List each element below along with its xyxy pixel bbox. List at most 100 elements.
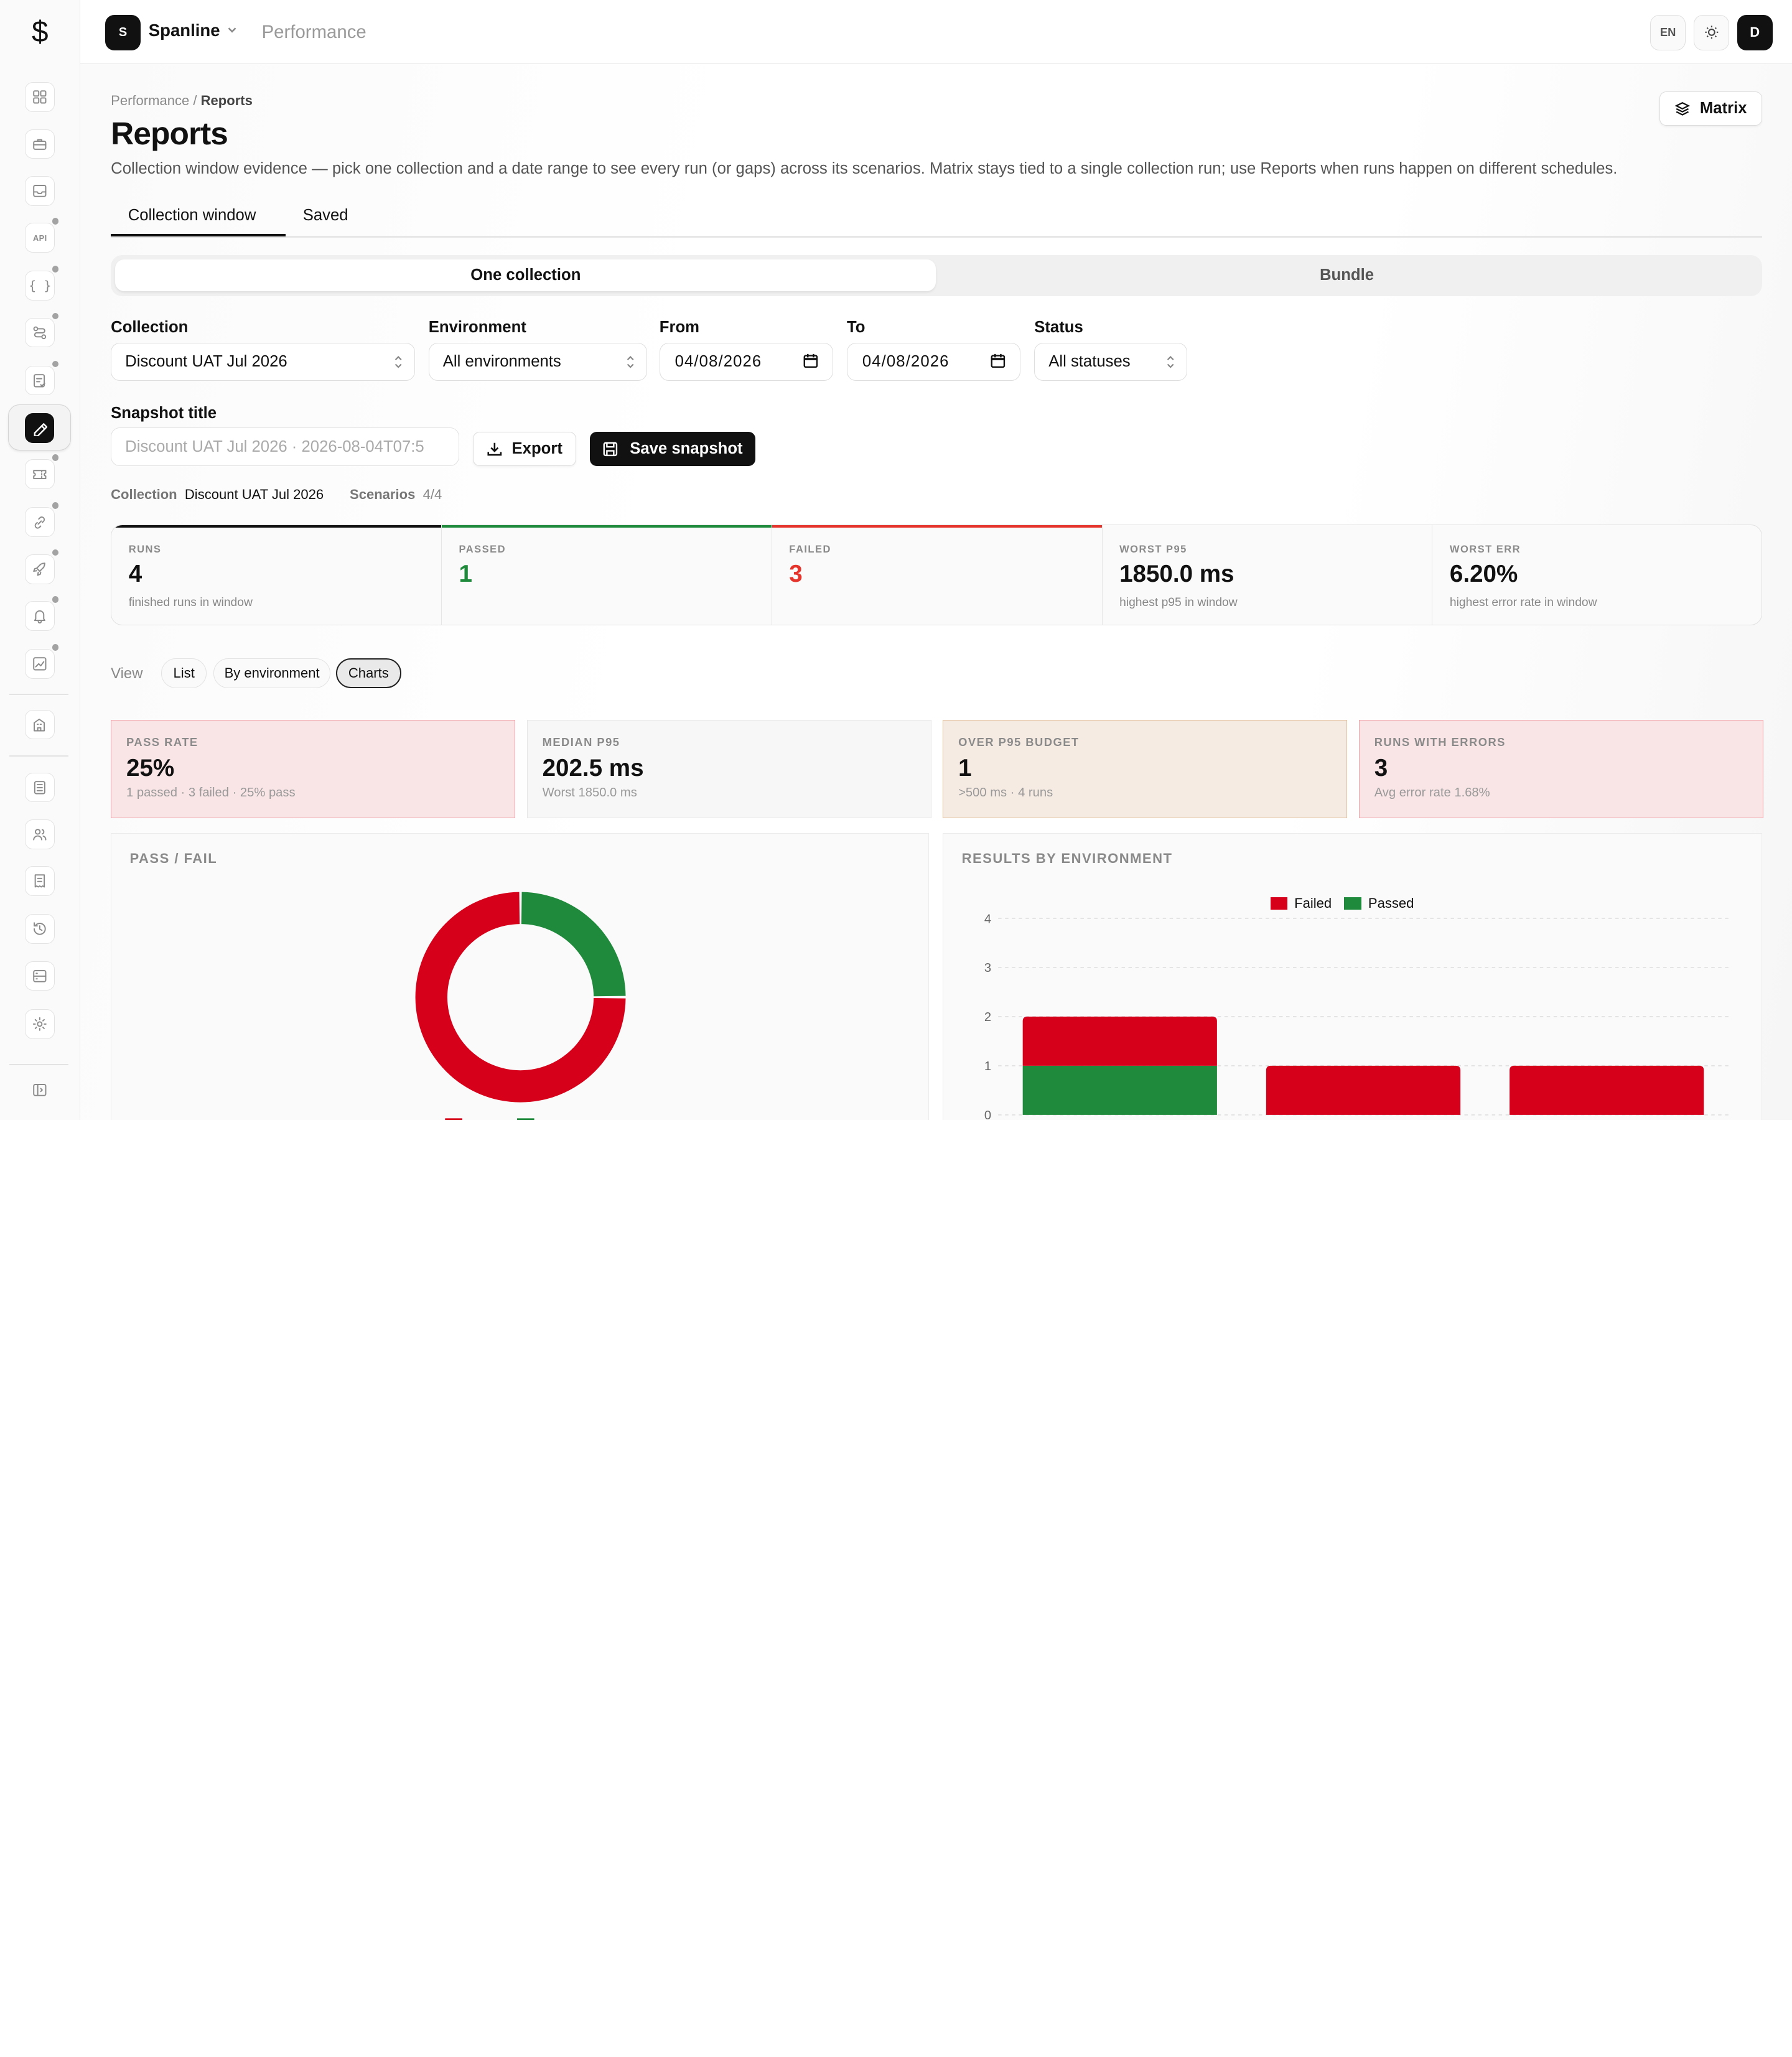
rail-inbox-button[interactable] [25, 175, 55, 206]
workspace-avatar[interactable]: S [105, 14, 141, 50]
breadcrumb-parent[interactable]: Performance [111, 92, 190, 108]
collection-select[interactable]: Discount UAT Jul 2026 [111, 342, 415, 381]
select-arrows-icon [625, 354, 636, 375]
rail-users-button[interactable] [25, 819, 55, 849]
chart-legend: Failed Passed [1270, 895, 1414, 912]
stat-passed: PASSED 1 [441, 525, 772, 625]
download-icon [487, 442, 502, 456]
rail-divider [9, 693, 69, 695]
receipt-icon [32, 873, 48, 889]
notification-dot [50, 595, 60, 604]
mode-one-collection[interactable]: One collection [115, 259, 936, 292]
mode-segmented-control: One collection Bundle [111, 254, 1763, 296]
pass-fail-panel: PASS / FAIL [111, 833, 930, 1120]
rail-chart-button[interactable] [25, 643, 60, 679]
layers-icon [1675, 101, 1691, 116]
rail-document-button[interactable] [25, 772, 55, 803]
pass-fail-title: PASS / FAIL [129, 851, 218, 867]
rail-history-button[interactable] [25, 914, 55, 945]
notification-dot [50, 643, 60, 652]
y-tick-label: 2 [984, 1010, 991, 1024]
link-icon [32, 515, 48, 531]
stat-value: 3 [789, 560, 803, 587]
ticket-icon [32, 466, 48, 482]
tab-bar: Collection window Saved [111, 201, 1763, 238]
to-date-input[interactable]: 04/08/2026 [846, 342, 1021, 381]
stat-accent-bar [111, 525, 441, 528]
legend-label-failed: Failed [1294, 895, 1332, 912]
top-bar: S Spanline Performance EN D [80, 0, 1792, 64]
building-icon [32, 717, 48, 733]
stat-label: FAILED [789, 543, 831, 556]
rail-building-button[interactable] [25, 709, 55, 740]
rail-sidebar-toggle-button[interactable] [25, 1075, 55, 1105]
donut-slice-failed[interactable] [415, 892, 626, 1103]
bar-passed-1[interactable] [1022, 1065, 1218, 1115]
kpi-over-p95-budget: OVER P95 BUDGET 1 >500 ms · 4 runs [943, 720, 1348, 819]
rail-link-button[interactable] [25, 501, 60, 538]
rail-dashboard-button[interactable] [25, 82, 55, 112]
snapshot-title-input[interactable]: Discount UAT Jul 2026 · 2026-08-04T07:5 [111, 427, 460, 467]
status-select-value: All statuses [1048, 352, 1131, 370]
kpi-subtitle: 1 passed · 3 failed · 25% pass [126, 785, 296, 800]
rail-ticket-button[interactable] [25, 453, 60, 490]
donut-slice-passed[interactable] [521, 892, 626, 997]
save-snapshot-label: Save snapshot [630, 440, 743, 458]
view-charts-button[interactable]: Charts [335, 658, 401, 688]
chevron-down-icon[interactable] [225, 23, 239, 40]
tab-collection-window[interactable]: Collection window [128, 207, 256, 225]
matrix-button[interactable]: Matrix [1659, 91, 1763, 126]
view-by-environment-button[interactable]: By environment [213, 658, 330, 688]
rail-briefcase-button[interactable] [25, 129, 55, 159]
kpi-subtitle: Worst 1850.0 ms [542, 785, 637, 800]
rail-rocket-button[interactable] [25, 548, 60, 584]
calendar-icon[interactable] [990, 353, 1006, 373]
stat-label: WORST P95 [1119, 543, 1187, 556]
rail-braces-button[interactable]: { } [25, 264, 60, 301]
main-content: Performance / Reports Reports Collection… [80, 63, 1792, 1120]
stat-accent-bar [441, 525, 772, 528]
calendar-icon[interactable] [803, 353, 819, 373]
notification-dot [50, 311, 60, 321]
stat-failed: FAILED 3 [772, 525, 1103, 625]
language-button[interactable]: EN [1650, 14, 1686, 50]
bar-failed-1[interactable] [1022, 1016, 1218, 1066]
meta-collection-key: Collection [111, 487, 177, 503]
history-icon [32, 921, 48, 937]
brand-logo[interactable]: $ [32, 15, 49, 49]
kpi-label: OVER P95 BUDGET [958, 735, 1080, 749]
bar-failed-3[interactable] [1510, 1065, 1704, 1115]
matrix-button-label: Matrix [1699, 99, 1747, 117]
user-avatar[interactable]: D [1737, 14, 1773, 50]
from-date-input[interactable]: 04/08/2026 [659, 342, 833, 381]
rail-flow-button[interactable] [25, 311, 60, 348]
legend-label-passed: Passed [1368, 895, 1414, 912]
rail-checklist-button[interactable] [25, 359, 60, 396]
inbox-icon [32, 183, 48, 199]
legend-item-passed[interactable]: Passed [1344, 895, 1414, 912]
legend-item-failed[interactable]: Failed [1270, 895, 1332, 912]
results-bar-chart: 0 1 2 3 4 [984, 912, 1729, 1120]
environment-select[interactable]: All environments [428, 342, 647, 381]
workspace-name[interactable]: Spanline [148, 21, 220, 40]
tab-saved[interactable]: Saved [302, 207, 348, 225]
export-button[interactable]: Export [473, 432, 576, 467]
legend-swatch-passed [1344, 897, 1361, 910]
theme-toggle-button[interactable] [1693, 14, 1729, 50]
bar-failed-2[interactable] [1266, 1065, 1461, 1115]
mode-bundle[interactable]: Bundle [1319, 266, 1374, 284]
y-tick-label: 4 [984, 912, 991, 926]
stat-worst-p95: WORST P95 1850.0 ms highest p95 in window [1103, 525, 1433, 625]
kpi-runs-with-errors: RUNS WITH ERRORS 3 Avg error rate 1.68% [1358, 720, 1764, 819]
rail-settings-button[interactable] [25, 1009, 55, 1039]
rail-item-performance[interactable] [7, 404, 71, 450]
rail-receipt-button[interactable] [25, 866, 55, 896]
rail-bell-button[interactable] [25, 595, 60, 631]
status-select[interactable]: All statuses [1034, 342, 1188, 381]
save-snapshot-button[interactable]: Save snapshot [589, 432, 756, 467]
view-list-button[interactable]: List [161, 658, 207, 688]
meta-scenarios-key: Scenarios [350, 487, 416, 503]
rail-api-button[interactable]: API [25, 217, 60, 253]
sun-icon [1704, 26, 1718, 39]
rail-storage-button[interactable] [25, 961, 55, 991]
